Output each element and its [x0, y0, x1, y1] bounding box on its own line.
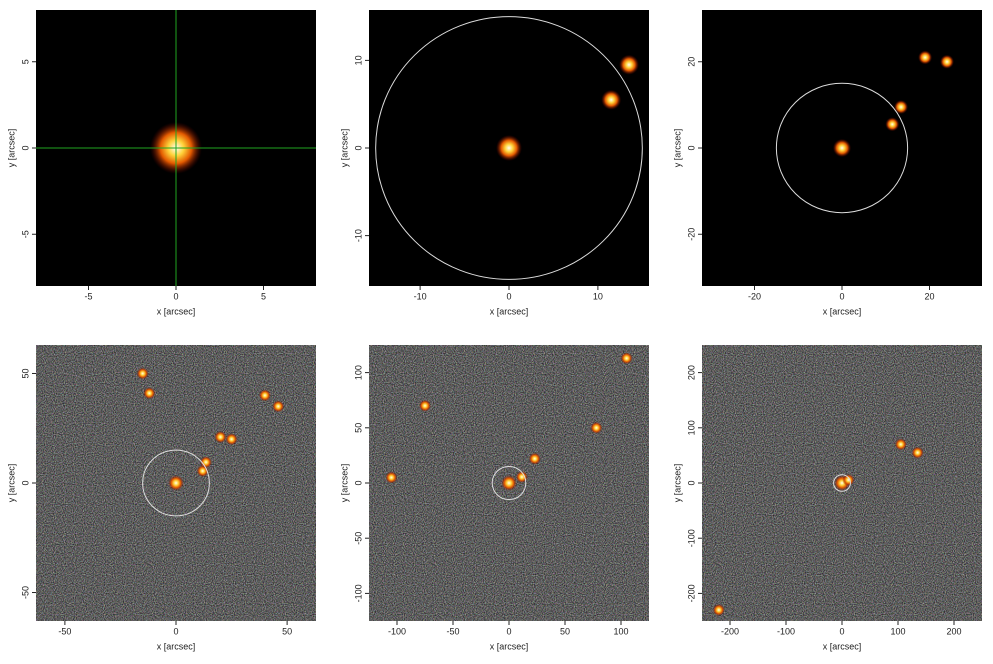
y-tick-label: -5 [20, 230, 30, 238]
x-tick-label: -50 [446, 626, 459, 636]
aperture-circle [833, 474, 851, 492]
y-tick-label: -10 [353, 229, 363, 242]
x-tick-label: 10 [593, 291, 603, 301]
x-tick-label: 0 [839, 291, 844, 301]
y-tick-label: 5 [20, 59, 30, 64]
source [940, 54, 954, 69]
x-tick-label: -100 [388, 626, 406, 636]
aperture-circle [142, 449, 210, 517]
y-axis-label: y [arcsec] [339, 129, 349, 168]
source [601, 89, 622, 110]
source [515, 470, 528, 483]
x-tick-label: 200 [946, 626, 961, 636]
panel [702, 345, 982, 621]
y-axis-label: y [arcsec] [672, 464, 682, 503]
source [911, 446, 924, 459]
y-tick-label: -100 [353, 584, 363, 602]
panel [369, 10, 649, 286]
x-tick-label: 50 [560, 626, 570, 636]
y-tick-label: -50 [353, 532, 363, 545]
y-tick-label: 0 [353, 145, 363, 150]
y-tick-label: 0 [20, 480, 30, 485]
source [419, 399, 431, 412]
source [258, 389, 271, 402]
y-tick-label: -20 [686, 228, 696, 241]
y-axis-label: y [arcsec] [6, 464, 16, 503]
x-axis-label: x [arcsec] [490, 306, 529, 316]
x-axis-label: x [arcsec] [823, 641, 862, 651]
aperture-circle [375, 16, 643, 280]
x-axis-label: x [arcsec] [157, 306, 196, 316]
y-axis-label: y [arcsec] [339, 464, 349, 503]
x-tick-label: 20 [924, 291, 934, 301]
source [619, 54, 639, 75]
y-tick-label: 10 [353, 55, 363, 65]
y-tick-label: 20 [686, 57, 696, 67]
x-tick-label: -100 [777, 626, 795, 636]
source [894, 100, 909, 115]
y-tick-label: 100 [686, 420, 696, 435]
aperture-circle [775, 82, 909, 214]
source [225, 433, 238, 446]
source [200, 456, 212, 469]
x-axis-label: x [arcsec] [490, 641, 529, 651]
aperture-circle [491, 465, 527, 501]
source [528, 452, 541, 465]
source [712, 603, 725, 616]
x-tick-label: 0 [173, 626, 178, 636]
source [143, 387, 156, 400]
y-tick-label: 0 [20, 145, 30, 150]
source [214, 431, 227, 443]
x-tick-label: 5 [261, 291, 266, 301]
source [894, 438, 907, 451]
source [620, 352, 633, 365]
source [918, 50, 933, 65]
x-tick-label: 0 [506, 626, 511, 636]
y-tick-label: 50 [353, 423, 363, 433]
x-tick-label: 50 [282, 626, 292, 636]
x-axis-label: x [arcsec] [823, 306, 862, 316]
x-tick-label: -20 [748, 291, 761, 301]
panel [702, 10, 982, 286]
x-tick-label: -5 [84, 291, 92, 301]
y-tick-label: 0 [686, 145, 696, 150]
x-tick-label: 100 [890, 626, 905, 636]
source [832, 138, 852, 158]
source [590, 421, 603, 434]
panel [36, 345, 316, 621]
panel [369, 345, 649, 621]
y-tick-label: 0 [353, 480, 363, 485]
y-tick-label: 50 [20, 368, 30, 378]
source [136, 367, 149, 380]
source [885, 117, 900, 132]
source [842, 473, 855, 486]
source [501, 475, 517, 491]
x-tick-label: -10 [414, 291, 427, 301]
x-tick-label: 0 [506, 291, 511, 301]
panel [36, 10, 316, 286]
y-tick-label: 100 [353, 365, 363, 380]
source [168, 475, 184, 491]
source [496, 135, 522, 161]
x-tick-label: 100 [613, 626, 628, 636]
y-axis-label: y [arcsec] [672, 129, 682, 168]
y-tick-label: -200 [686, 584, 696, 602]
y-tick-label: -100 [686, 529, 696, 547]
y-axis-label: y [arcsec] [6, 129, 16, 168]
y-tick-label: 0 [686, 480, 696, 485]
y-tick-label: 200 [686, 365, 696, 380]
y-tick-label: -50 [20, 586, 30, 599]
source [272, 400, 285, 413]
x-axis-label: x [arcsec] [157, 641, 196, 651]
source [385, 471, 398, 484]
x-tick-label: 0 [839, 626, 844, 636]
x-tick-label: -200 [721, 626, 739, 636]
x-tick-label: 0 [173, 291, 178, 301]
x-tick-label: -50 [58, 626, 71, 636]
